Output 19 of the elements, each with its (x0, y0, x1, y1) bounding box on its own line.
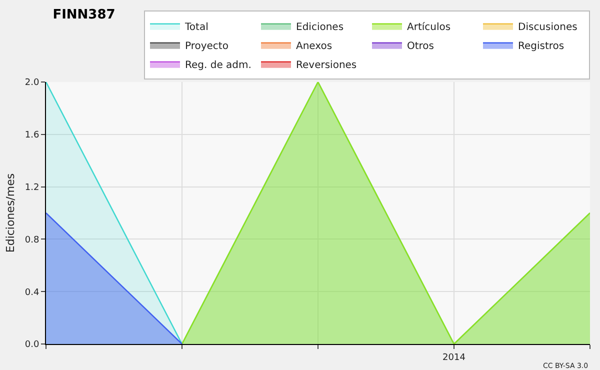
y-axis-title: Ediciones/mes (4, 173, 17, 253)
chart-title: FINN387 (52, 7, 116, 22)
legend-label: Registros (518, 40, 564, 52)
y-tick-label: 2.0 (24, 78, 40, 88)
x-tick-label: 2014 (442, 352, 466, 363)
legend-label: Total (184, 22, 208, 33)
y-tick-label: 1.6 (24, 130, 40, 141)
legend-label: Artículos (407, 22, 451, 33)
y-tick-label: 1.2 (24, 182, 40, 193)
legend-label: Proyecto (185, 40, 228, 52)
legend-label: Otros (407, 40, 434, 52)
y-tick-label: 0.4 (24, 288, 40, 298)
y-tick-label: 0.0 (24, 340, 40, 350)
legend-label: Discusiones (518, 22, 578, 33)
y-tick-label: 0.8 (24, 235, 40, 246)
legend-label: Reversiones (296, 60, 357, 71)
legend-label: Ediciones (296, 22, 344, 33)
legend-label: Reg. de adm. (185, 60, 252, 71)
legend-label: Anexos (296, 40, 332, 52)
